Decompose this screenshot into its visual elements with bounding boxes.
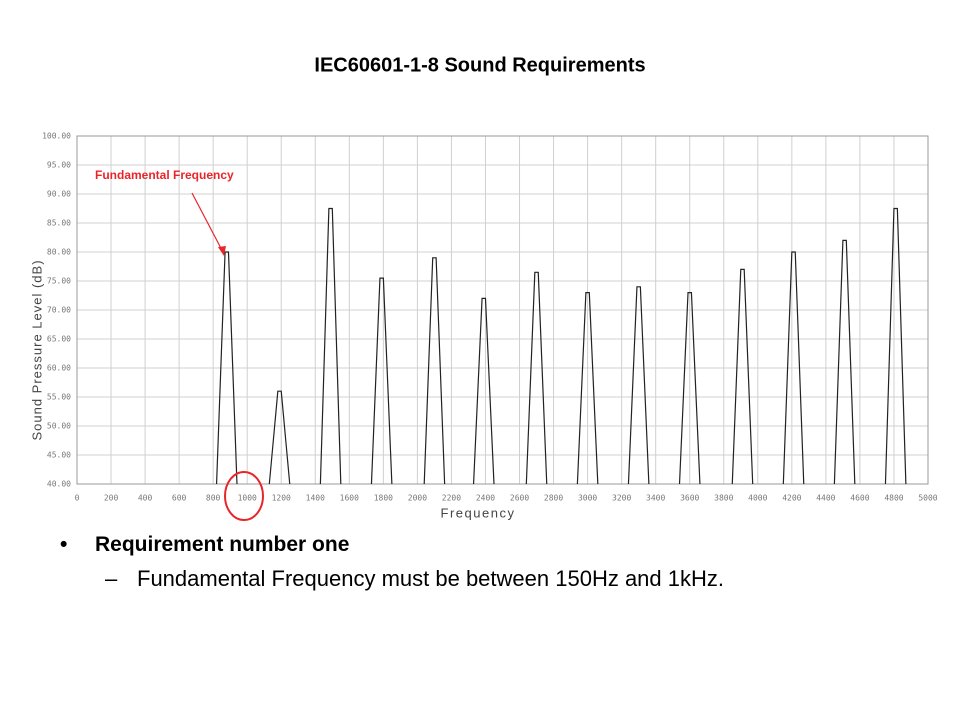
x-tick-label: 2400 — [476, 494, 495, 503]
y-tick-label: 60.00 — [47, 364, 71, 373]
bullet-text: Requirement number one — [95, 533, 350, 556]
x-tick-label: 1400 — [306, 494, 325, 503]
y-axis-label: Sound Pressure Level (dB) — [29, 259, 44, 440]
y-tick-label: 40.00 — [47, 480, 71, 489]
sub-bullet-text: Fundamental Frequency must be between 15… — [137, 566, 724, 591]
x-tick-label: 0 — [75, 494, 80, 503]
y-tick-label: 75.00 — [47, 277, 71, 286]
y-tick-label: 70.00 — [47, 306, 71, 315]
plot-frame — [76, 135, 929, 485]
y-tick-label: 90.00 — [47, 190, 71, 199]
x-tick-label: 400 — [138, 494, 153, 503]
annotation-arrow — [191, 192, 225, 255]
y-tick-label: 55.00 — [47, 393, 71, 402]
arrow-head — [218, 246, 226, 256]
x-tick-label: 1800 — [374, 494, 393, 503]
x-tick-label: 4200 — [782, 494, 801, 503]
marks — [215, 207, 907, 485]
bullet-dash: – — [105, 566, 118, 591]
x-tick-label: 2200 — [442, 494, 461, 503]
x-tick-label: 3800 — [714, 494, 733, 503]
x-tick-label: 4000 — [748, 494, 767, 503]
y-tick-label: 45.00 — [47, 451, 71, 460]
x-tick-label: 1600 — [340, 494, 359, 503]
x-tick-label: 1000 — [238, 494, 257, 503]
x-tick-label: 3600 — [680, 494, 699, 503]
y-tick-label: 95.00 — [47, 161, 71, 170]
x-tick-label: 3000 — [578, 494, 597, 503]
x-tick-label: 800 — [206, 494, 221, 503]
data-line — [215, 207, 907, 485]
annotation: Fundamental Frequency — [95, 168, 234, 182]
x-tick-label: 600 — [172, 494, 187, 503]
x-tick-label: 4600 — [850, 494, 869, 503]
chart-title: IEC60601-1-8 Sound Requirements — [314, 54, 645, 76]
y-tick-label: 85.00 — [47, 219, 71, 228]
bullet-dot: • — [60, 533, 68, 556]
x-tick-label: 5000 — [918, 494, 937, 503]
x-tick-label: 2600 — [510, 494, 529, 503]
x-tick-label: 2800 — [544, 494, 563, 503]
grid: 40.00 45.00 50.00 55.00 60.00 65.00 70.00 75.00… — [42, 132, 938, 503]
y-tick-label: 65.00 — [47, 335, 71, 344]
x-tick-label: 3200 — [612, 494, 631, 503]
x-tick-label: 2000 — [408, 494, 427, 503]
x-tick-label: 4800 — [884, 494, 903, 503]
y-tick-label: 80.00 — [47, 248, 71, 257]
x-tick-label: 200 — [104, 494, 119, 503]
y-tick-label: 100.00 — [42, 132, 71, 141]
x-tick-label: 1200 — [272, 494, 291, 503]
x-axis-label: Frequency — [441, 505, 516, 520]
highlight-circle — [224, 471, 264, 521]
x-tick-label: 4400 — [816, 494, 835, 503]
x-tick-label: 3400 — [646, 494, 665, 503]
y-tick-label: 50.00 — [47, 422, 71, 431]
